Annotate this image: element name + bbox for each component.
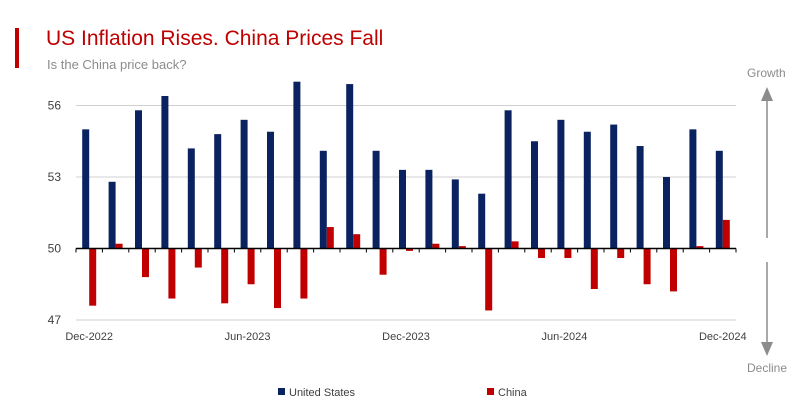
china-bar bbox=[538, 248, 545, 259]
us-bar bbox=[399, 169, 406, 249]
us-bar bbox=[636, 146, 644, 249]
us-bar bbox=[372, 150, 380, 249]
china-bar bbox=[511, 241, 519, 249]
x-tick-label: Dec-2024 bbox=[699, 331, 747, 343]
legend-label: United States bbox=[289, 387, 356, 399]
china-bar bbox=[590, 248, 598, 290]
us-bar bbox=[425, 169, 433, 249]
chart-title: US Inflation Rises. China Prices Fall bbox=[46, 27, 384, 50]
us-bar bbox=[663, 177, 670, 249]
china-bar bbox=[168, 248, 176, 299]
china-bar bbox=[406, 248, 413, 251]
china-bar bbox=[194, 248, 202, 268]
x-tick-label: Jun-2024 bbox=[541, 331, 587, 343]
us-bar bbox=[293, 81, 301, 249]
china-bar bbox=[696, 246, 704, 249]
axes: Dec-2022 Jun-2023 Dec-2023 Jun-2024 Dec-2024 bbox=[65, 247, 747, 343]
us-bar bbox=[267, 131, 274, 249]
china-bar bbox=[564, 248, 572, 259]
y-tick-label: 50 bbox=[48, 242, 62, 256]
us-bar bbox=[108, 181, 116, 249]
us-bar bbox=[715, 150, 723, 249]
china-bar bbox=[458, 246, 466, 249]
down-arrow-icon bbox=[761, 342, 773, 356]
up-arrow-icon bbox=[761, 87, 773, 101]
chart-subtitle: Is the China price back? bbox=[47, 57, 187, 72]
us-bar bbox=[346, 84, 354, 249]
bars bbox=[82, 81, 730, 311]
y-tick-label: 47 bbox=[48, 313, 62, 327]
y-tick-label: 53 bbox=[48, 170, 62, 184]
china-bar bbox=[670, 248, 677, 292]
us-bar bbox=[531, 141, 538, 249]
china-bar bbox=[221, 248, 229, 304]
us-bar bbox=[187, 148, 195, 249]
china-bar bbox=[379, 248, 387, 275]
direction-arrows bbox=[761, 87, 773, 356]
us-bar bbox=[135, 110, 142, 249]
china-bar bbox=[326, 227, 334, 249]
gridlines: 47 50 53 56 bbox=[48, 99, 736, 327]
us-bar bbox=[161, 95, 169, 249]
china-bar bbox=[722, 219, 730, 249]
china-bar bbox=[643, 248, 651, 285]
china-bar bbox=[300, 248, 308, 299]
us-bar bbox=[504, 110, 512, 249]
y-tick-label: 56 bbox=[48, 99, 62, 113]
legend: United States China bbox=[278, 387, 528, 399]
china-bar bbox=[247, 248, 255, 285]
decline-label: Decline bbox=[747, 361, 788, 375]
us-bar bbox=[240, 119, 248, 249]
us-bar bbox=[557, 119, 565, 249]
legend-swatch bbox=[487, 388, 494, 395]
china-bar bbox=[432, 243, 440, 249]
us-bar bbox=[689, 129, 697, 249]
us-bar bbox=[478, 193, 486, 249]
us-bar bbox=[319, 150, 327, 249]
legend-label: China bbox=[498, 387, 528, 399]
x-tick-label: Dec-2023 bbox=[382, 331, 430, 343]
us-bar bbox=[610, 124, 618, 249]
growth-label: Growth bbox=[747, 66, 786, 80]
us-bar bbox=[82, 129, 90, 249]
china-bar bbox=[353, 234, 361, 249]
us-bar bbox=[451, 179, 459, 249]
x-tick-label: Dec-2022 bbox=[65, 331, 113, 343]
china-bar bbox=[89, 248, 97, 306]
china-bar bbox=[274, 248, 281, 309]
x-tick-label: Jun-2023 bbox=[225, 331, 271, 343]
china-bar bbox=[617, 248, 625, 259]
china-bar bbox=[485, 248, 493, 311]
china-bar bbox=[142, 248, 149, 278]
us-bar bbox=[214, 134, 222, 249]
china-bar bbox=[115, 243, 123, 249]
title-accent-bar bbox=[15, 28, 19, 68]
us-bar bbox=[583, 131, 591, 249]
legend-swatch bbox=[278, 388, 285, 395]
